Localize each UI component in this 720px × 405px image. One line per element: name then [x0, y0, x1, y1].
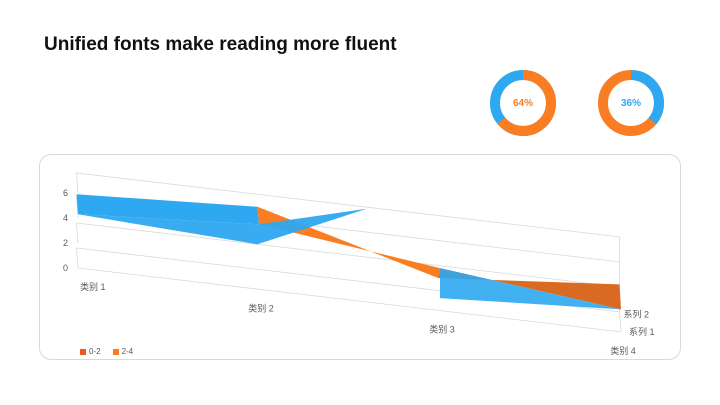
donut-label-1: 64% — [512, 97, 533, 109]
slide-title: Unified fonts make reading more fluent — [44, 34, 397, 55]
z-gridline-2 — [76, 197, 620, 263]
z-tick-label-0: 0 — [63, 263, 68, 273]
surface-patch-2 — [257, 206, 440, 279]
donut-value-arc-1 — [490, 70, 556, 136]
chart-legend: 0-2 2-4 — [80, 347, 133, 356]
legend-item-2-4: 2-4 — [112, 347, 134, 356]
series-axis-label-2: 系列 2 — [624, 308, 650, 319]
donut-ring-2 — [598, 70, 664, 136]
donut-chart-2: 36% — [596, 68, 666, 138]
category-label-4: 类别 4 — [610, 345, 636, 356]
z-tick-label-3: 6 — [63, 188, 68, 198]
surface-ridge — [78, 208, 367, 245]
legend-item-0-2: 0-2 — [80, 347, 101, 356]
z-tick-label-2: 4 — [63, 213, 68, 223]
legend-label-2-4: 2-4 — [121, 347, 134, 356]
surface-patch-1 — [76, 194, 259, 225]
z-gridline-1 — [76, 222, 620, 288]
floor-front-edge — [77, 267, 622, 333]
category-label-2: 类别 2 — [248, 302, 274, 313]
donut-value-arc-2 — [598, 70, 664, 136]
category-label-3: 类别 3 — [429, 324, 455, 335]
z-gridline-0 — [76, 247, 620, 313]
donut-ring-1 — [490, 70, 556, 136]
z-tick-label-1: 2 — [63, 238, 68, 248]
category-label-1: 类别 1 — [80, 281, 106, 292]
floor-right-edge — [619, 311, 622, 332]
legend-label-0-2: 0-2 — [89, 347, 101, 356]
legend-swatch-0-2 — [80, 348, 86, 355]
donut-chart-1: 64% — [488, 68, 558, 138]
donut-label-2: 36% — [620, 97, 641, 109]
chart-frame — [39, 154, 681, 360]
surface-underside-3 — [440, 268, 621, 310]
z-gridline-3 — [76, 172, 620, 238]
series-axis-label-1: 系列 1 — [629, 326, 655, 337]
legend-swatch-2-4 — [112, 348, 119, 355]
